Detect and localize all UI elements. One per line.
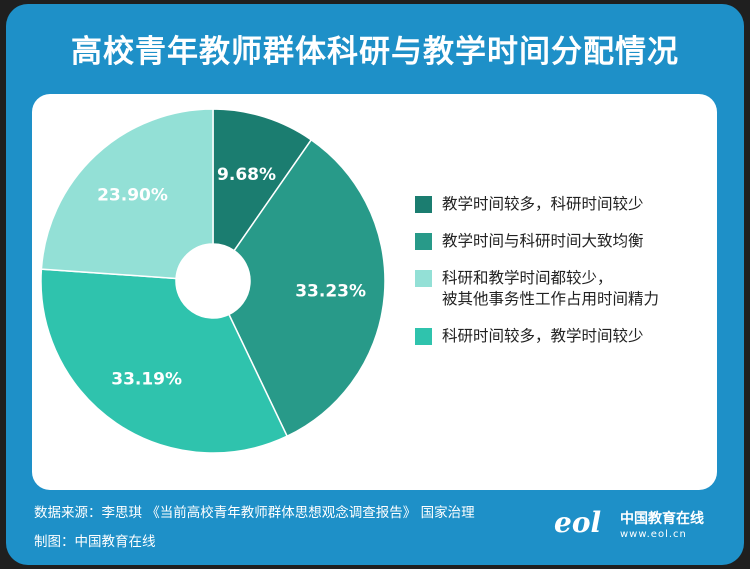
data-source: 数据来源：李思琪 《当前高校青年教师群体思想观念调查报告》 国家治理 (34, 505, 475, 521)
logo-name: 中国教育在线 (620, 511, 704, 527)
slice-value-label: 33.23% (295, 282, 366, 302)
legend-swatch (415, 328, 432, 345)
page-title: 高校青年教师群体科研与教学时间分配情况 (71, 34, 679, 70)
slice-value-label: 23.90% (97, 186, 168, 206)
legend-swatch (415, 270, 432, 287)
donut-chart: 9.68% 33.23% 33.19% 23.90% (40, 108, 386, 454)
infographic-frame: 高校青年教师群体科研与教学时间分配情况 9.68% 33.23% 33.19% 23.… (6, 4, 744, 565)
slice-value-label: 33.19% (111, 370, 182, 390)
eol-logo: eol 中国教育在线 www.eol.cn (554, 504, 729, 548)
legend-label: 科研时间较多，教学时间较少 (442, 327, 644, 345)
pie-slice (212, 108, 313, 252)
logo-mark: eol (554, 506, 602, 539)
chart-card: 9.68% 33.23% 33.19% 23.90% 教学时间较多，科研时间较少 教学… (32, 94, 717, 490)
legend-item: 教学时间较多，科研时间较少 (415, 194, 715, 215)
pie-slice (227, 138, 386, 438)
legend-swatch (415, 196, 432, 213)
legend-item: 教学时间与科研时间大致均衡 (415, 231, 715, 252)
legend-item: 科研时间较多，教学时间较少 (415, 326, 715, 347)
chart-legend: 教学时间较多，科研时间较少 教学时间与科研时间大致均衡 科研和教学时间都较少， … (415, 194, 715, 363)
legend-label: 科研和教学时间都较少， 被其他事务性工作占用时间精力 (442, 269, 660, 308)
slice-value-label: 9.68% (217, 165, 276, 185)
chart-maker: 制图：中国教育在线 (34, 534, 156, 550)
logo-url: www.eol.cn (620, 529, 687, 540)
pie-slice (40, 268, 289, 454)
legend-label: 教学时间与科研时间大致均衡 (442, 232, 644, 250)
legend-swatch (415, 233, 432, 250)
pie-slice (40, 108, 214, 280)
legend-label: 教学时间较多，科研时间较少 (442, 195, 644, 213)
legend-item: 科研和教学时间都较少， 被其他事务性工作占用时间精力 (415, 268, 715, 310)
